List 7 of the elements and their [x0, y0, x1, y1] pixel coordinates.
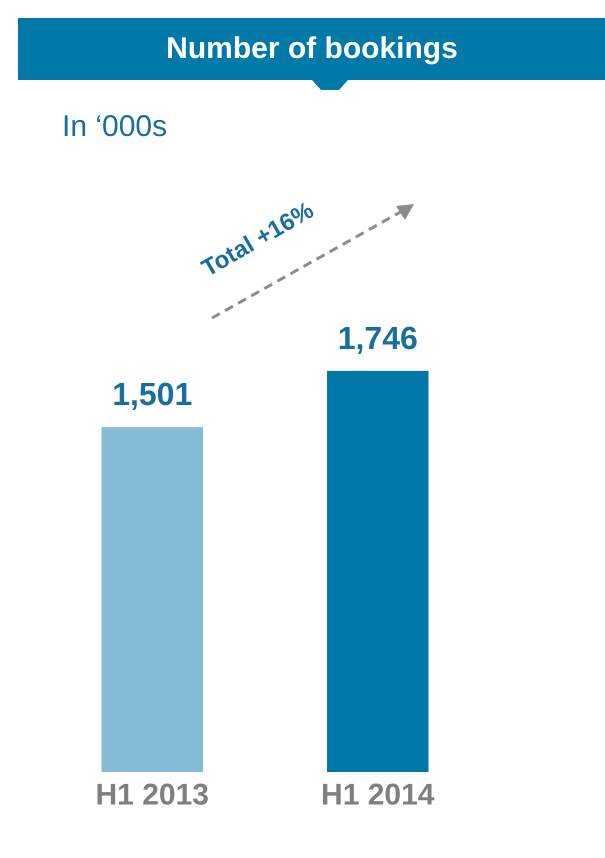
- x-tick-label: H1 2013: [96, 778, 209, 812]
- text: Total +16%: [197, 196, 318, 282]
- chart-subtitle: In ‘000s: [62, 110, 168, 144]
- data-label: 1,501: [112, 376, 192, 412]
- data-label: 1,746: [338, 320, 418, 356]
- chart-title: Number of bookings: [18, 18, 605, 80]
- x-tick-label: H1 2014: [321, 778, 435, 812]
